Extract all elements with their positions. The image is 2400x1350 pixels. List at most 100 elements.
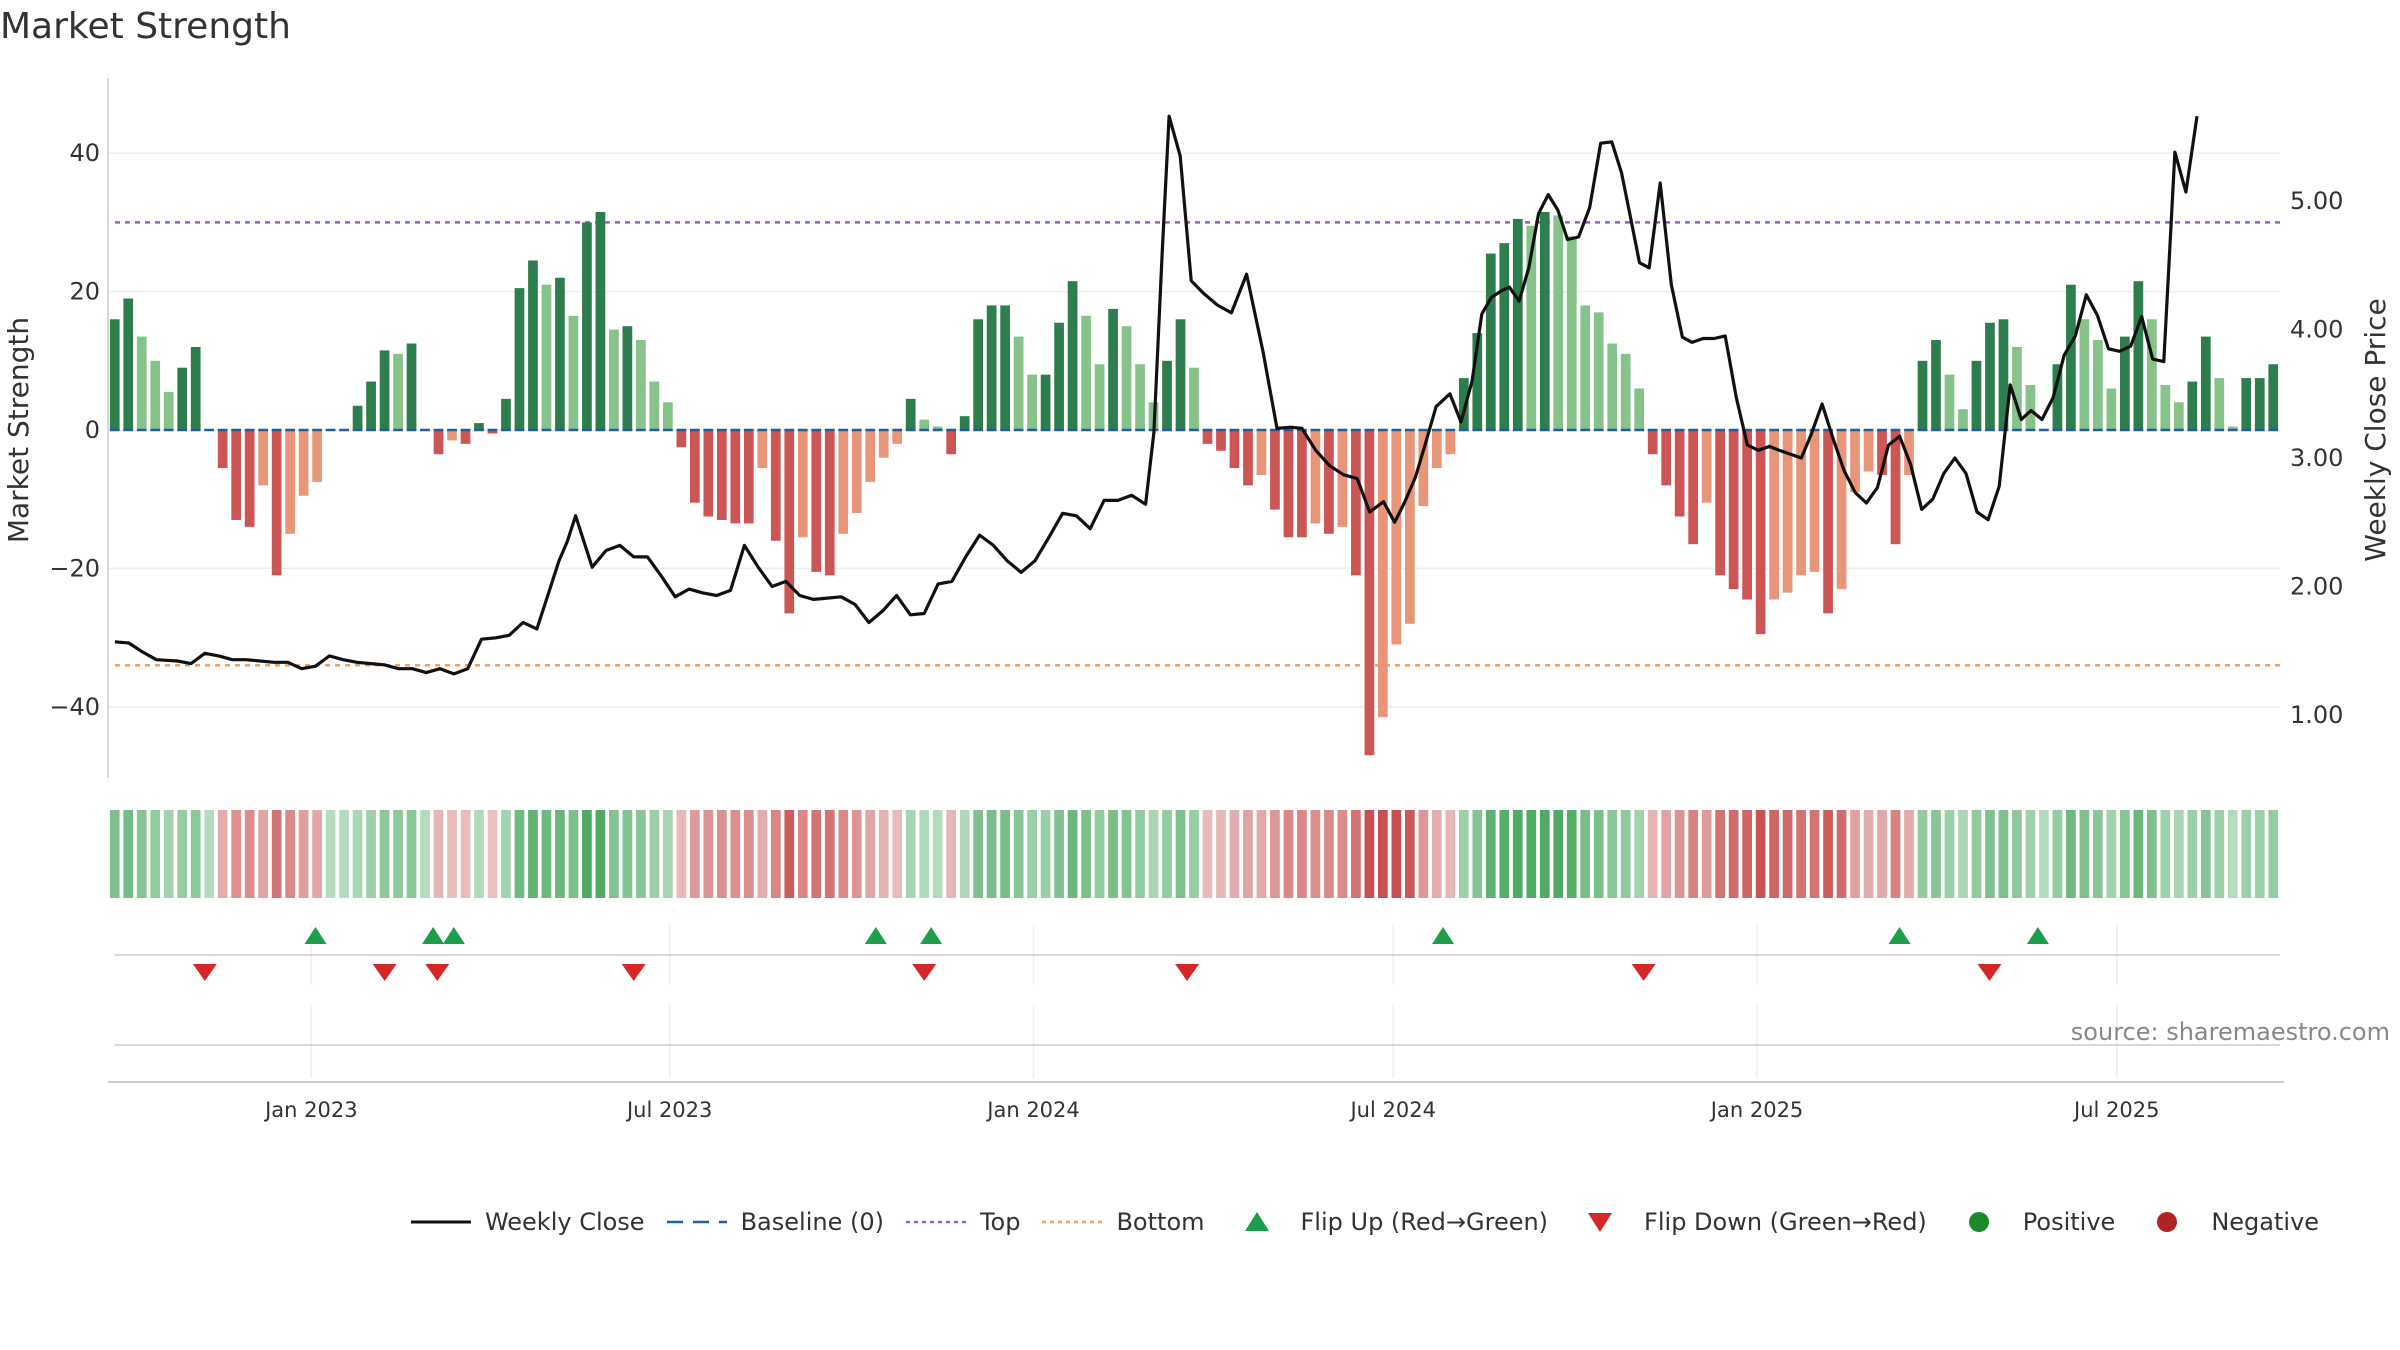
heat-cell (2093, 810, 2103, 898)
strength-bar (1580, 305, 1591, 430)
heat-cell (1499, 810, 1510, 898)
strength-bar (2066, 284, 2076, 430)
strength-bar (150, 360, 161, 430)
strength-bar (1391, 430, 1402, 645)
strength-bar (2187, 381, 2198, 430)
heat-cell (1081, 810, 1091, 898)
heat-cell (676, 810, 687, 898)
heat-cell (1836, 810, 1847, 898)
heat-cell (2214, 810, 2225, 898)
strength-bar (919, 419, 930, 430)
heat-cell (1404, 810, 1415, 898)
strength-bar (379, 350, 390, 430)
strength-bar (447, 430, 457, 441)
strength-bar (703, 430, 714, 517)
heat-cell (1000, 810, 1010, 898)
strength-bar (2173, 402, 2184, 430)
strength-bar (528, 260, 538, 430)
heat-cell (1162, 810, 1172, 898)
heat-cell (973, 810, 984, 898)
heat-cell (2241, 810, 2252, 898)
strength-bar (1135, 364, 1145, 430)
flip-up-marker (1888, 927, 1911, 944)
heat-cell (609, 810, 619, 898)
legend-item: Weekly Close (410, 1208, 645, 1236)
heat-cell (865, 810, 876, 898)
strength-bar (878, 430, 889, 458)
heat-cell (811, 810, 822, 898)
heat-cell (2012, 810, 2022, 898)
legend-item: Bottom (1042, 1208, 1205, 1236)
heat-cell (1647, 810, 1658, 898)
strength-bar (1256, 430, 1267, 475)
heat-cell (2187, 810, 2198, 898)
heat-cell (1013, 810, 1024, 898)
heat-cell (528, 810, 538, 898)
flip-up-marker (304, 927, 327, 944)
strength-bar (393, 353, 403, 430)
strength-bar (932, 426, 943, 430)
heat-cell (1378, 810, 1388, 898)
legend-item: Flip Up (Red→Green) (1227, 1208, 1548, 1236)
heat-cell (797, 810, 808, 898)
heat-cell (730, 810, 741, 898)
strength-bar (1364, 430, 1375, 756)
flip-up-marker (442, 927, 465, 944)
strength-bar (1958, 409, 1968, 430)
legend-circle-icon (2157, 1212, 2178, 1232)
y-right-tick-label: 1.00 (2290, 701, 2343, 729)
heat-cell (716, 810, 727, 898)
strength-bar (986, 305, 997, 430)
heat-cell (838, 810, 849, 898)
heat-cell (1351, 810, 1361, 898)
y-left-tick-label: −20 (49, 554, 100, 582)
strength-bar (231, 430, 242, 520)
strength-bar (851, 430, 862, 514)
strength-bar (1890, 430, 1901, 545)
heat-cell (2106, 810, 2117, 898)
heat-cell (1202, 810, 1213, 898)
strength-bar (1458, 378, 1469, 430)
strength-bar (1067, 281, 1078, 430)
strength-bar (1054, 322, 1064, 430)
strength-bar (1081, 315, 1091, 430)
strength-bar (1836, 430, 1847, 590)
heat-cell (2079, 810, 2090, 898)
heat-cell (1256, 810, 1267, 898)
heat-cell (1040, 810, 1051, 898)
strength-bar (1553, 215, 1564, 430)
legend-item: Baseline (0) (666, 1208, 884, 1236)
strength-bar (1539, 212, 1550, 430)
heat-cell (2039, 810, 2049, 898)
y-left-tick-label: 0 (85, 416, 100, 444)
heat-cell (946, 810, 957, 898)
flip-down-marker (425, 964, 450, 981)
heat-cell (649, 810, 660, 898)
strength-bar (1229, 430, 1240, 469)
strength-bar (244, 430, 255, 527)
strength-bar (1013, 336, 1024, 430)
legend-symbol-icon (1042, 1220, 1103, 1224)
heat-cell (636, 810, 646, 898)
strength-bar (1607, 343, 1618, 430)
legend-circle-icon (1968, 1212, 1989, 1232)
heat-cell (2200, 810, 2211, 898)
flip-up-marker (2026, 927, 2049, 944)
heat-cell (1863, 810, 1874, 898)
strength-bar (1243, 430, 1253, 486)
heat-cell (312, 810, 322, 898)
heat-cell (1985, 810, 1995, 898)
strength-bar (1485, 253, 1496, 430)
heat-cell (1661, 810, 1672, 898)
heat-cell (1283, 810, 1294, 898)
heat-cell (689, 810, 700, 898)
chart-title: Market Strength (0, 6, 291, 47)
heat-cell (1216, 810, 1226, 898)
heat-cell (1337, 810, 1348, 898)
strength-bar (595, 212, 606, 430)
strength-bar (865, 430, 876, 482)
legend-label: Weekly Close (484, 1208, 645, 1236)
strength-bar (973, 319, 984, 430)
heat-cell (1607, 810, 1618, 898)
strength-bar (1944, 374, 1955, 430)
